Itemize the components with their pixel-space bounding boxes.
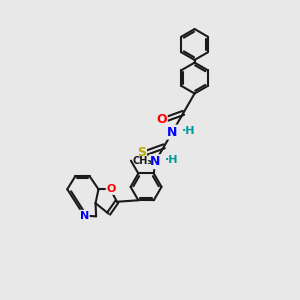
Text: O: O: [106, 184, 116, 194]
Text: O: O: [156, 113, 167, 126]
Text: N: N: [80, 211, 89, 221]
Text: ·H: ·H: [182, 126, 195, 136]
Text: N: N: [167, 126, 178, 139]
Text: CH₃: CH₃: [132, 156, 152, 166]
Text: N: N: [150, 155, 160, 168]
Text: S: S: [137, 146, 146, 159]
Text: ·H: ·H: [165, 155, 178, 165]
